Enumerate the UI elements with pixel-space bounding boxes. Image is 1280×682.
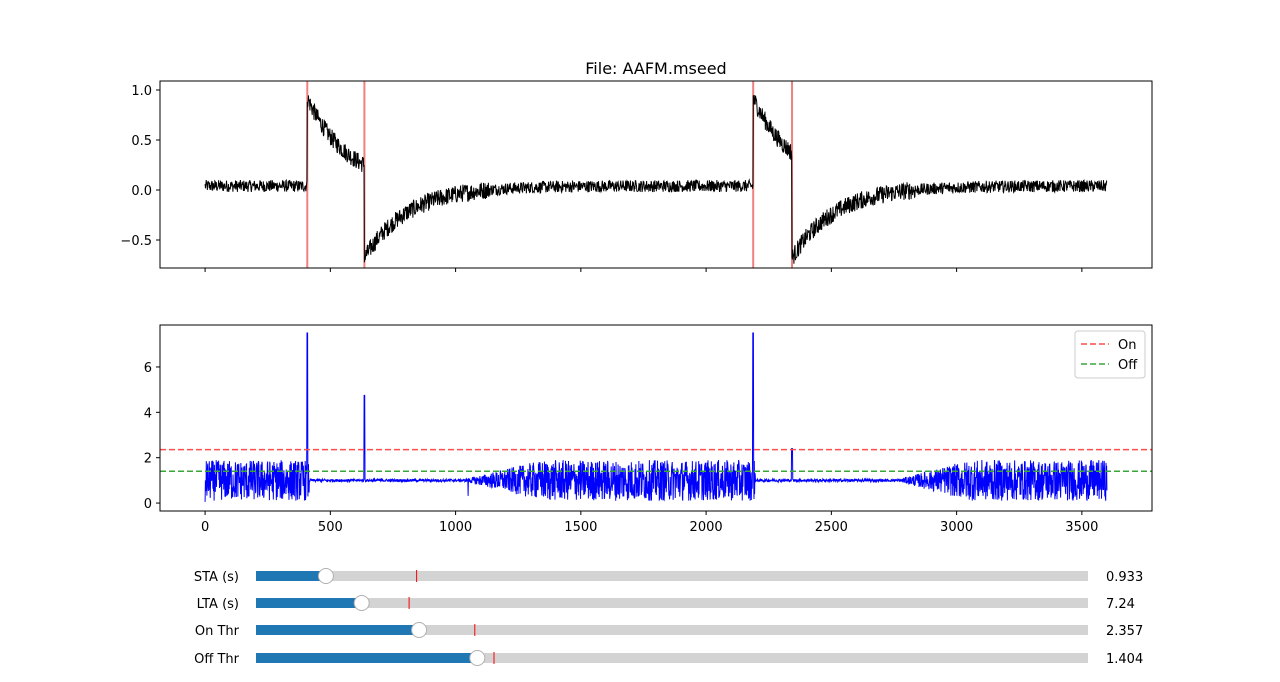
sta-lta-x-tick-label: 3500 xyxy=(1065,520,1098,535)
sta-lta-x-tick-label: 2500 xyxy=(815,520,848,535)
slider-off-thr-fill xyxy=(256,653,478,663)
sta-lta-y-tick-label: 2 xyxy=(144,452,152,467)
sta-lta-x-ticks: 0 500 1000 1500 2000 2500 3000 3500 xyxy=(201,511,1098,535)
slider-lta-fill xyxy=(256,598,362,608)
slider-on-thr-value: 2.357 xyxy=(1106,624,1143,639)
slider-lta-track[interactable] xyxy=(256,598,1088,608)
slider-sta-label: STA (s) xyxy=(194,570,239,585)
sta-lta-frame xyxy=(159,324,1153,512)
slider-on-thr-fill xyxy=(256,625,420,635)
waveform-trace xyxy=(204,94,1108,264)
slider-sta-handle[interactable] xyxy=(317,568,334,584)
sta-lta-y-ticks: 0 2 4 6 xyxy=(144,361,160,512)
legend-on-label: On xyxy=(1118,338,1136,353)
waveform-y-tick-label: −0.5 xyxy=(120,234,152,249)
slider-off-thr-label: Off Thr xyxy=(194,652,240,667)
slider-sta-value: 0.933 xyxy=(1106,570,1143,585)
waveform-axes: File: AAFM.mseed −0.5 0.0 0.5 1.0 xyxy=(120,59,1153,272)
slider-off-thr-value: 1.404 xyxy=(1106,652,1143,667)
waveform-y-tick-label: 1.0 xyxy=(131,84,152,99)
legend: On Off xyxy=(1074,330,1146,379)
legend-off-label: Off xyxy=(1118,358,1138,373)
waveform-y-tick-label: 0.5 xyxy=(131,134,152,149)
trigger-lines xyxy=(306,81,794,268)
sta-lta-x-tick-label: 3000 xyxy=(940,520,973,535)
slider-on-thr-track[interactable] xyxy=(256,625,1088,635)
sta-lta-y-tick-label: 6 xyxy=(144,361,152,376)
sta-lta-y-tick-label: 0 xyxy=(144,497,152,512)
sta-lta-x-tick-label: 0 xyxy=(201,520,209,535)
sta-lta-trace xyxy=(204,332,1108,502)
slider-on-thr-handle[interactable] xyxy=(411,622,428,638)
sta-lta-x-tick-label: 2000 xyxy=(690,520,723,535)
slider-off-thr-handle[interactable] xyxy=(469,650,486,666)
sta-lta-y-tick-label: 4 xyxy=(144,406,152,421)
slider-sta-fill xyxy=(256,571,326,581)
waveform-x-ticks xyxy=(204,268,1083,272)
chart-title: File: AAFM.mseed xyxy=(585,59,726,78)
waveform-frame xyxy=(159,80,1153,269)
slider-lta-label: LTA (s) xyxy=(197,597,239,612)
slider-sta-track[interactable] xyxy=(256,571,1088,581)
slider-sta[interactable]: STA (s) 0.933 xyxy=(194,568,1143,586)
sta-lta-axes: 0 2 4 6 0 500 1000 1500 2000 2500 3000 3500 On Off xyxy=(144,324,1153,535)
sta-lta-x-tick-label: 500 xyxy=(318,520,343,535)
slider-off-thr-track[interactable] xyxy=(256,653,1088,663)
waveform-y-ticks: −0.5 0.0 0.5 1.0 xyxy=(120,84,160,249)
waveform-y-tick-label: 0.0 xyxy=(131,184,152,199)
sta-lta-x-tick-label: 1000 xyxy=(439,520,472,535)
slider-off-thr[interactable]: Off Thr 1.404 xyxy=(194,650,1143,668)
sta-lta-x-tick-label: 1500 xyxy=(564,520,597,535)
legend-box xyxy=(1074,330,1146,379)
slider-lta-handle[interactable] xyxy=(353,595,370,611)
slider-on-thr[interactable]: On Thr 2.357 xyxy=(195,622,1143,640)
slider-lta-value: 7.24 xyxy=(1106,597,1135,612)
slider-on-thr-label: On Thr xyxy=(195,624,240,639)
slider-panel: STA (s) 0.933 LTA (s) 7.24 On Thr 2.357 … xyxy=(194,568,1143,668)
slider-lta[interactable]: LTA (s) 7.24 xyxy=(197,595,1135,613)
